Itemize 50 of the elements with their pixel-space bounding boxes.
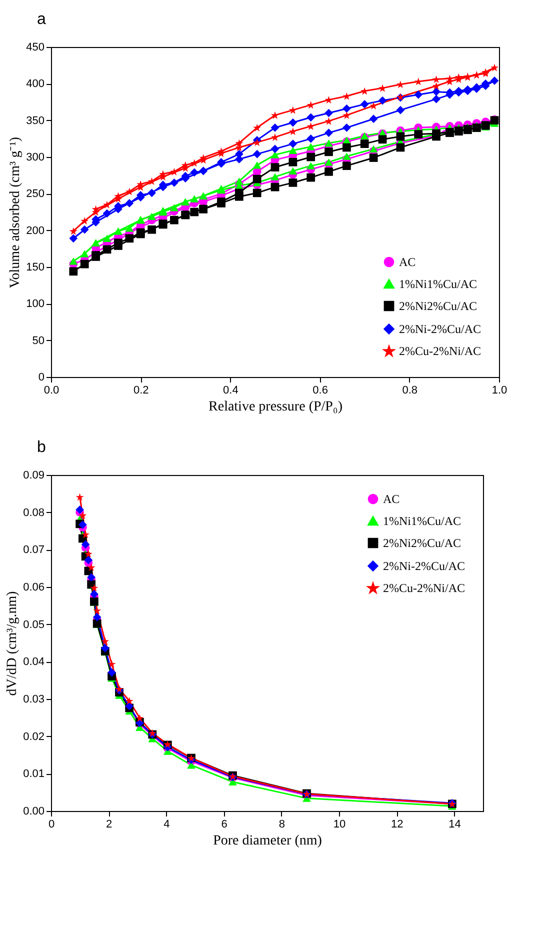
chart-title: a — [37, 11, 46, 28]
x-tick-label: 1.0 — [492, 384, 508, 396]
y-axis-title: Volume adsorbed (cm³ g⁻¹) — [8, 136, 24, 288]
legend-label: AC — [399, 255, 416, 269]
y-axis-title: dV/dD (cm³/g.nm) — [5, 590, 20, 696]
x-axis-title: Relative pressure (P/P₀) — [208, 400, 343, 414]
y-tick-label: 0 — [38, 372, 44, 384]
y-tick-label: 300 — [26, 152, 44, 164]
legend-label: 2%Ni2%Cu/AC — [399, 299, 477, 313]
legend-label: AC — [383, 492, 400, 506]
y-tick-label: 0.06 — [23, 582, 44, 594]
y-tick-label: 350 — [26, 114, 44, 127]
y-tick-label: 0.03 — [23, 694, 44, 706]
y-tick-label: 0.08 — [23, 506, 44, 519]
y-tick-label: 50 — [32, 334, 44, 347]
y-tick-label: 250 — [26, 188, 44, 200]
legend-label: 2%Ni-2%Cu/AC — [399, 322, 481, 336]
chart-title: b — [37, 439, 46, 456]
x-tick-label: 0.4 — [223, 384, 238, 396]
legend-label: 2%Ni-2%Cu/AC — [383, 559, 465, 573]
x-tick-label: 14 — [448, 818, 461, 830]
y-tick-label: 450 — [26, 42, 44, 54]
legend-label: 1%Ni1%Cu/AC — [383, 514, 461, 528]
legend-label: 2%Cu-2%Ni/AC — [399, 344, 481, 358]
x-tick-label: 8 — [278, 818, 285, 830]
x-tick-label: 0.2 — [133, 384, 149, 396]
y-tick-label: 0.01 — [23, 768, 44, 780]
y-tick-label: 100 — [26, 298, 44, 310]
x-tick-label: 0.6 — [312, 384, 328, 396]
y-tick-label: 0.05 — [23, 618, 44, 631]
x-tick-label: 12 — [390, 818, 404, 830]
x-axis-title: Pore diameter (nm) — [213, 834, 322, 848]
y-tick-label: 0.09 — [23, 470, 44, 482]
y-tick-label: 150 — [26, 262, 44, 274]
y-tick-label: 400 — [26, 78, 44, 90]
legend-label: 2%Cu-2%Ni/AC — [383, 581, 465, 595]
legend-label: 1%Ni1%Cu/AC — [399, 277, 477, 291]
y-tick-label: 0.00 — [23, 806, 44, 818]
x-tick-label: 10 — [333, 818, 346, 830]
y-tick-label: 0.04 — [23, 656, 44, 668]
x-tick-label: 0.0 — [44, 384, 60, 396]
y-tick-label: 0.07 — [23, 544, 44, 556]
x-tick-label: 4 — [164, 818, 170, 830]
y-tick-label: 0.02 — [23, 730, 44, 743]
x-tick-label: 0 — [48, 818, 55, 830]
y-tick-label: 200 — [26, 224, 44, 237]
x-tick-label: 6 — [221, 818, 228, 830]
legend-label: 2%Ni2%Cu/AC — [383, 536, 461, 550]
x-tick-label: 0.8 — [402, 384, 418, 396]
x-tick-label: 2 — [106, 818, 112, 830]
